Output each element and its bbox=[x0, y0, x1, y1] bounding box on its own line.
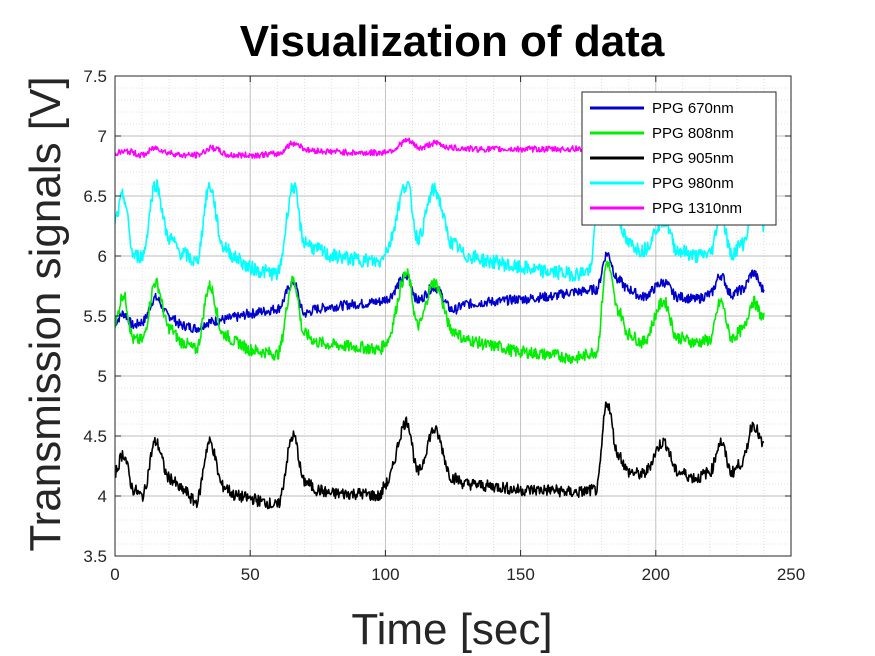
x-tick-label: 200 bbox=[642, 565, 670, 584]
y-tick-label: 6 bbox=[98, 247, 107, 266]
series-line-4 bbox=[115, 137, 598, 159]
x-tick-label: 100 bbox=[371, 565, 399, 584]
y-tick-label: 6.5 bbox=[83, 187, 107, 206]
x-tick-label: 50 bbox=[241, 565, 260, 584]
y-tick-label: 7 bbox=[98, 127, 107, 146]
series-line-2 bbox=[115, 401, 765, 510]
tick-labels: 0 50 100 150 200 250 3.5 4 4.5 5 5.5 6 6.5 7 7.5 bbox=[83, 67, 805, 584]
legend: PPG 670nm PPG 808nm PPG 905nm PPG 980nm PPG … bbox=[581, 91, 777, 226]
x-tick-label: 150 bbox=[506, 565, 534, 584]
series-line-1 bbox=[115, 260, 765, 365]
y-tick-label: 4 bbox=[98, 487, 107, 506]
y-tick-label: 5.5 bbox=[83, 307, 107, 326]
legend-entry-3: PPG 980nm bbox=[652, 175, 734, 192]
y-tick-label: 7.5 bbox=[83, 67, 107, 86]
legend-entry-1: PPG 808nm bbox=[652, 125, 734, 142]
y-tick-label: 5 bbox=[98, 367, 107, 386]
plot-area bbox=[115, 137, 765, 510]
chart-title: Visualization of data bbox=[240, 17, 665, 66]
legend-entry-2: PPG 905nm bbox=[652, 150, 734, 167]
series-line-3 bbox=[115, 177, 765, 282]
y-tick-label: 4.5 bbox=[83, 427, 107, 446]
y-axis-label: Transmission signals [V] bbox=[21, 76, 70, 551]
ticks bbox=[114, 75, 792, 557]
legend-entry-4: PPG 1310nm bbox=[652, 200, 742, 217]
y-tick-label: 3.5 bbox=[83, 547, 107, 566]
x-axis-label: Time [sec] bbox=[351, 605, 552, 654]
x-tick-label: 250 bbox=[777, 565, 805, 584]
legend-entry-0: PPG 670nm bbox=[652, 100, 734, 117]
x-tick-label: 0 bbox=[110, 565, 119, 584]
